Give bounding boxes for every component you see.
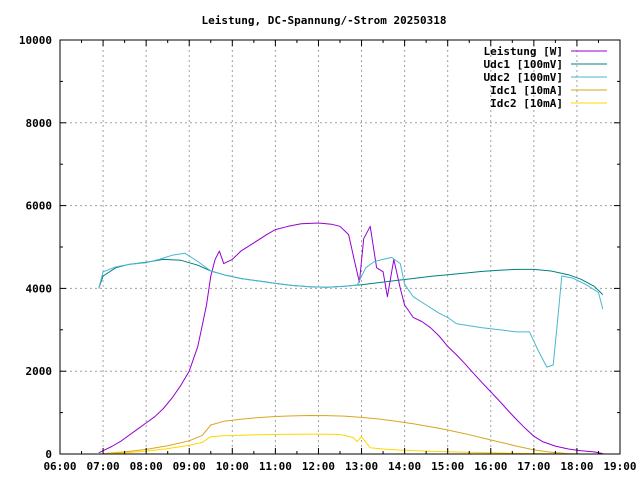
- x-tick-label: 13:00: [345, 460, 378, 473]
- y-tick-label: 0: [45, 448, 52, 461]
- x-tick-label: 15:00: [431, 460, 464, 473]
- x-tick-label: 11:00: [259, 460, 292, 473]
- axis-ticks-layer: 06:00 07:00 08:00 09:00 10:00 11:00 12:00 13:00…: [19, 34, 637, 473]
- x-tick-label: 17:00: [517, 460, 550, 473]
- grid-layer: [60, 40, 620, 454]
- y-tick-label: 8000: [26, 117, 53, 130]
- legend-label: Udc2 [100mV]: [484, 71, 563, 84]
- series-layer: [98, 222, 604, 455]
- x-tick-label: 19:00: [603, 460, 636, 473]
- y-tick-label: 6000: [26, 200, 53, 213]
- x-tick-label: 07:00: [87, 460, 120, 473]
- series-line-4: [103, 415, 582, 455]
- x-tick-label: 12:00: [302, 460, 335, 473]
- x-tick-label: 14:00: [388, 460, 421, 473]
- y-tick-label: 2000: [26, 365, 53, 378]
- x-tick-label: 08:00: [130, 460, 163, 473]
- legend-label: Idc2 [10mA]: [490, 97, 563, 110]
- series-line-1: [98, 222, 603, 455]
- x-tick-label: 09:00: [173, 460, 206, 473]
- x-tick-label: 18:00: [560, 460, 593, 473]
- y-tick-label: 10000: [19, 34, 52, 47]
- series-line-5: [103, 433, 577, 455]
- legend: Leistung [W]Udc1 [100mV]Udc2 [100mV]Idc1…: [484, 45, 607, 110]
- y-tick-label: 4000: [26, 282, 53, 295]
- x-tick-label: 16:00: [474, 460, 507, 473]
- series-line-3: [98, 252, 604, 368]
- legend-label: Udc1 [100mV]: [484, 58, 563, 71]
- legend-label: Idc1 [10mA]: [490, 84, 563, 97]
- x-tick-label: 10:00: [216, 460, 249, 473]
- series-line-2: [98, 258, 604, 295]
- x-tick-label: 06:00: [43, 460, 76, 473]
- legend-label: Leistung [W]: [484, 45, 563, 58]
- chart-title: Leistung, DC-Spannung/-Strom 20250318: [201, 14, 446, 27]
